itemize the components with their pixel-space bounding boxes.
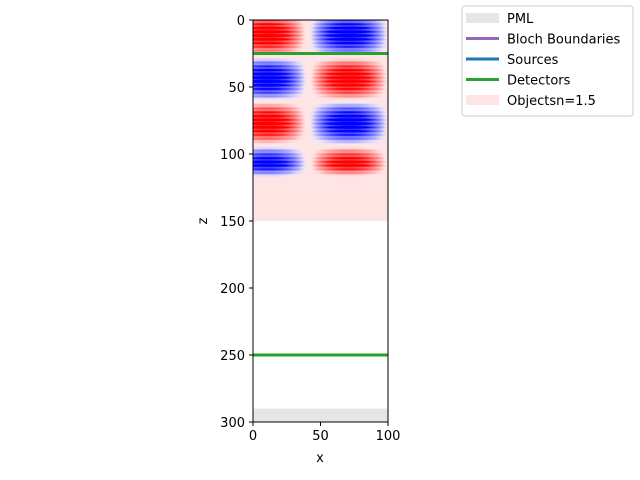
legend-label-2: Sources: [507, 53, 559, 68]
x-tick-label-2: 100: [376, 429, 401, 444]
y-tick-label-2: 100: [220, 148, 245, 163]
detectors-layer: [253, 52, 388, 357]
y-tick-label-0: 0: [237, 14, 245, 29]
x-tick-label-0: 0: [249, 429, 257, 444]
legend-items: PML Bloch Boundaries Sources Detectors Objec…: [466, 12, 621, 109]
legend-label-0: PML: [507, 12, 534, 27]
y-ticks: 0 50 100 150 200 250 300: [220, 14, 253, 431]
y-tick-label-5: 250: [220, 349, 245, 364]
y-axis-label: z: [196, 217, 211, 224]
y-tick-label-3: 150: [220, 215, 245, 230]
field-layer: [253, 20, 388, 179]
legend-frame: [461, 5, 634, 117]
legend-label-4: Objectsn=1.5: [507, 94, 596, 109]
legend-label-3: Detectors: [507, 74, 571, 89]
y-tick-label-4: 200: [220, 282, 245, 297]
legend-swatch-0: [466, 13, 499, 23]
x-axis-label: x: [316, 451, 324, 466]
x-ticks: 0 50 100: [249, 422, 401, 444]
x-tick-label-1: 50: [312, 429, 329, 444]
legend-label-1: Bloch Boundaries: [507, 33, 621, 48]
y-tick-label-6: 300: [220, 416, 245, 431]
y-tick-label-1: 50: [228, 81, 245, 96]
field-heatmap: [253, 20, 388, 179]
legend: PML Bloch Boundaries Sources Detectors Objec…: [461, 5, 634, 117]
region-0: [253, 408, 388, 422]
legend-swatch-4: [466, 95, 499, 105]
